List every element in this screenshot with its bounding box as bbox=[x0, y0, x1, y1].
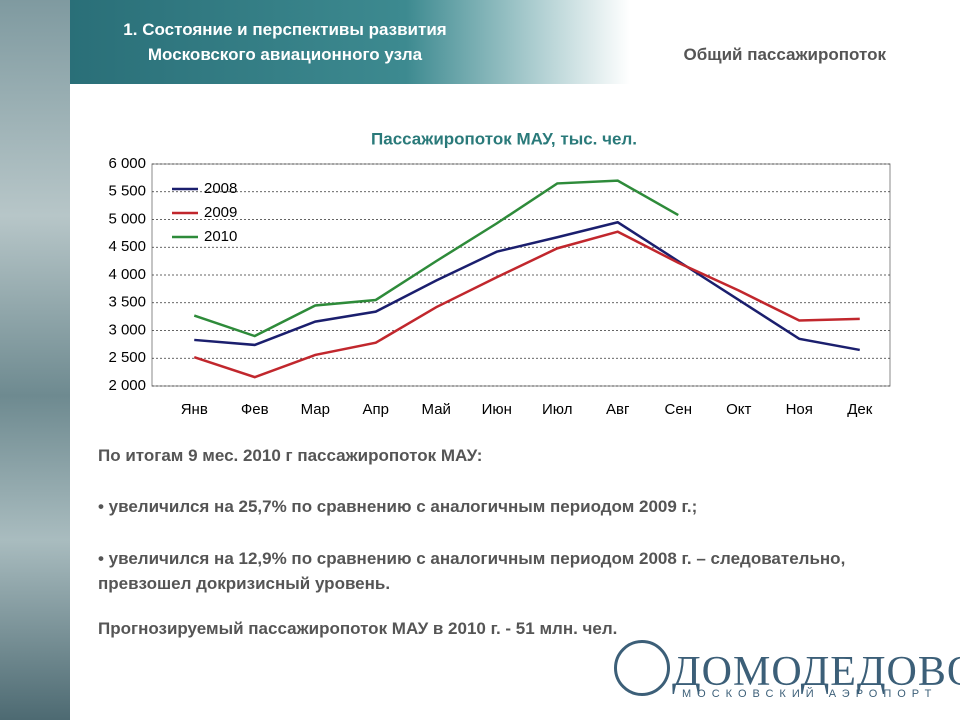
x-tick-label: Ноя bbox=[786, 401, 813, 418]
series-line bbox=[193, 230, 860, 379]
x-tick-label: Сен bbox=[665, 401, 692, 418]
x-tick-label: Июн bbox=[482, 401, 512, 418]
header-banner bbox=[70, 0, 630, 84]
x-tick-label: Фев bbox=[241, 401, 269, 418]
y-tick-label: 6 000 bbox=[108, 155, 146, 172]
header-title: 1. Состояние и перспективы развития bbox=[123, 20, 447, 39]
y-tick-label: 4 500 bbox=[108, 238, 146, 255]
x-tick-label: Янв bbox=[181, 401, 208, 418]
background-image bbox=[0, 0, 70, 720]
x-tick-label: Май bbox=[422, 401, 451, 418]
y-tick-label: 5 000 bbox=[108, 210, 146, 227]
series-line bbox=[193, 179, 679, 338]
legend-label: 2010 bbox=[204, 228, 237, 245]
y-tick-label: 2 000 bbox=[108, 377, 146, 394]
legend-label: 2009 bbox=[204, 204, 237, 221]
legend-label: 2008 bbox=[204, 180, 237, 197]
chart-title: Пассажиропоток МАУ, тыс. чел. bbox=[371, 129, 637, 148]
chart: Пассажиропоток МАУ, тыс. чел. 2 000 2 500… bbox=[108, 129, 891, 418]
logo-name: ДОМОДЕДОВО bbox=[672, 649, 960, 695]
x-tick-label: Мар bbox=[301, 401, 330, 418]
y-tick-label: 3 000 bbox=[108, 321, 146, 338]
y-tick-label: 3 500 bbox=[108, 294, 146, 311]
y-tick-label: 4 000 bbox=[108, 266, 146, 283]
header-title: Московского авиационного узла bbox=[147, 45, 423, 64]
x-tick-label: Авг bbox=[606, 401, 630, 418]
series-line bbox=[194, 220, 860, 352]
x-tick-label: Окт bbox=[726, 401, 751, 418]
logo-subtitle: МОСКОВСКИЙ АЭРОПОРТ bbox=[682, 688, 938, 700]
y-tick-label: 2 500 bbox=[108, 349, 146, 366]
forecast: Прогнозируемый пассажиропоток МАУ в 2010… bbox=[98, 619, 618, 638]
bullet: • увеличился на 12,9% по сравнению с ана… bbox=[98, 549, 846, 593]
x-tick-label: Апр bbox=[363, 401, 389, 418]
y-tick-label: 5 500 bbox=[108, 183, 146, 200]
x-tick-label: Июл bbox=[542, 401, 572, 418]
logo-emblem bbox=[614, 640, 670, 696]
bullet: • увеличился на 25,7% по сравнению с ана… bbox=[98, 497, 698, 516]
intro: По итогам 9 мес. 2010 г пассажиропоток М… bbox=[98, 446, 483, 465]
section-title: Общий пассажиропоток bbox=[683, 45, 886, 64]
x-tick-label: Дек bbox=[847, 401, 873, 418]
